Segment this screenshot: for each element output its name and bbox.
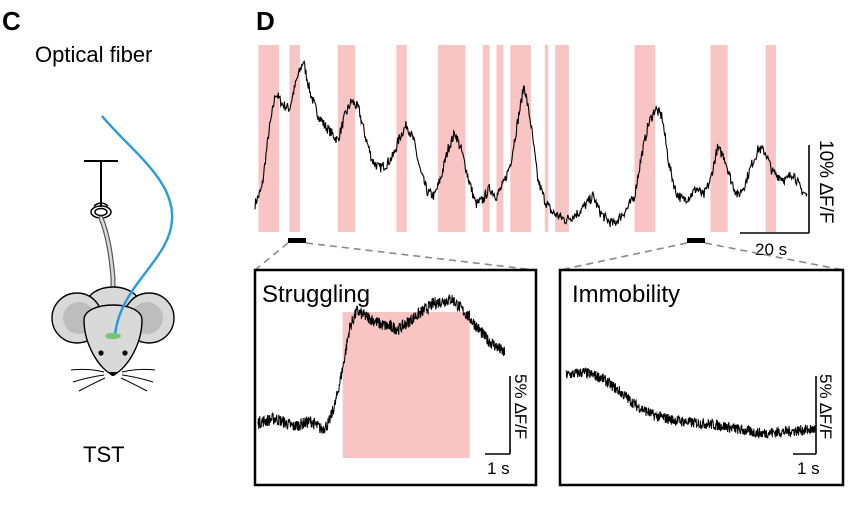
main-photometry-chart: 10% ∆F/F 20 s	[254, 45, 836, 259]
main-trace-line	[254, 59, 808, 227]
immobility-scale-bar: 5% ∆F/F 1 s	[793, 374, 835, 478]
struggling-bout-8	[510, 45, 531, 232]
mouse-right-eye	[122, 350, 128, 356]
test-label: TST	[83, 442, 125, 467]
immobility-title: Immobility	[572, 281, 680, 308]
mouse-head	[83, 304, 143, 376]
main-scale-y-label: 10% ∆F/F	[815, 140, 836, 223]
immobility-trace-line	[565, 367, 816, 439]
struggling-scale-y-label: 5% ∆F/F	[511, 374, 530, 439]
struggling-scale-bar: 5% ∆F/F 1 s	[485, 374, 530, 478]
struggling-bout-9	[544, 45, 549, 232]
struggling-title: Struggling	[262, 281, 370, 308]
mouse-illustration	[51, 115, 175, 392]
struggling-zoom-marker	[288, 238, 306, 243]
mouse-whiskers	[70, 368, 156, 392]
struggling-trace-line	[257, 294, 506, 434]
struggling-bout-4	[396, 45, 407, 232]
struggling-bout-7	[496, 45, 504, 232]
struggling-bout-2	[289, 45, 300, 232]
struggling-bout-13	[765, 45, 776, 232]
optical-fiber-label: Optical fiber	[35, 42, 152, 67]
panel-c-letter: C	[2, 6, 21, 36]
immobility-zoom-marker	[687, 238, 705, 243]
optical-fiber	[101, 115, 174, 336]
struggling-bout-6	[482, 45, 490, 232]
immobility-scale-x-label: 1 s	[797, 459, 820, 478]
zoom-connectors	[254, 242, 844, 271]
mouse-nose	[108, 372, 118, 376]
struggling-bout-10	[555, 45, 569, 232]
struggling-bout-3	[337, 45, 356, 232]
main-scale-bar: 10% ∆F/F 20 s	[740, 140, 836, 259]
immobility-inset: Immobility 5% ∆F/F 1 s	[558, 268, 845, 487]
panel-d-letter: D	[256, 6, 275, 36]
main-scale-x-label: 20 s	[755, 240, 787, 259]
immobility-inset-frame	[558, 268, 845, 487]
immobility-scale-y-label: 5% ∆F/F	[816, 374, 835, 439]
struggling-inset: Struggling 5% ∆F/F 1 s	[253, 268, 538, 487]
struggling-period-shade	[342, 312, 470, 458]
struggling-scale-x-label: 1 s	[487, 459, 510, 478]
fiber-implant	[105, 332, 121, 340]
mouse-left-eye	[98, 350, 104, 356]
struggling-bout-12	[710, 45, 728, 232]
